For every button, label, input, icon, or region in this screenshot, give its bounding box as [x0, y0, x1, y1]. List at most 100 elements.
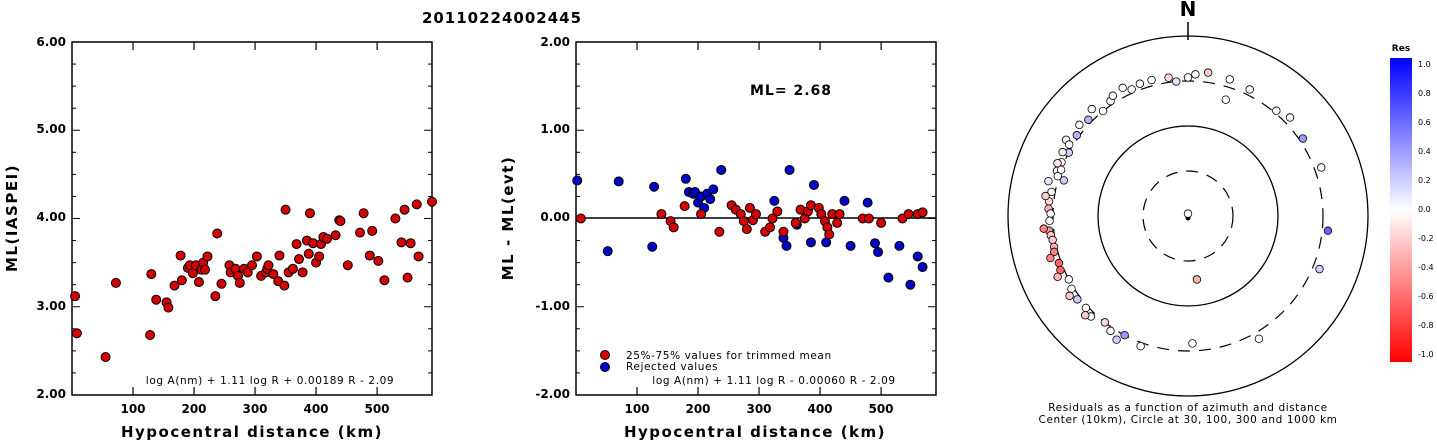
panel2-legend: 25%-75% values for trimmed mean Rejected…	[600, 350, 832, 373]
data-point	[411, 199, 422, 210]
station-point	[1075, 120, 1084, 130]
rejected-point	[613, 176, 624, 187]
data-point	[145, 329, 156, 340]
data-point	[379, 275, 390, 286]
panel2-ytick: 0.00	[540, 210, 570, 224]
data-point	[251, 251, 262, 262]
data-point	[247, 260, 257, 271]
rejected-point	[769, 195, 780, 206]
station-point	[1041, 191, 1050, 201]
data-point	[212, 228, 223, 239]
station-point	[1108, 91, 1118, 100]
station-point	[1127, 85, 1136, 94]
colorbar-tick-label: -0.4	[1418, 263, 1434, 272]
rejected-point	[784, 164, 795, 175]
colorbar-ticks: 1.0 0.8 0.6 0.4 0.2 0.0 -0.2 -0.4 -0.6 -0.8 -1.0	[1418, 60, 1434, 359]
accepted-point	[772, 206, 783, 217]
panel1-y-axis-label: ML(IASPEI)	[3, 164, 21, 272]
data-point	[342, 260, 353, 271]
data-point	[70, 291, 81, 302]
panel1-tick-marks	[72, 41, 432, 396]
data-point	[110, 277, 121, 288]
station-point	[1058, 147, 1067, 157]
data-point	[399, 204, 410, 215]
panel1-xtick: 100	[120, 402, 145, 416]
accepted-point	[903, 209, 914, 220]
station-point	[1315, 264, 1324, 274]
data-point	[280, 204, 291, 215]
station-point	[1106, 326, 1115, 336]
colorbar-tick-label: -1.0	[1418, 350, 1434, 359]
data-point	[291, 239, 302, 250]
station-point	[1192, 275, 1202, 284]
data-point	[293, 254, 304, 265]
data-point	[200, 264, 211, 275]
station-point	[1081, 303, 1091, 313]
rejected-point	[912, 251, 923, 262]
legend-rejected-marker	[600, 362, 610, 372]
panel1-xtick: 200	[181, 402, 206, 416]
panel2-xtick: 200	[685, 402, 710, 416]
map-caption-line1: Residuals as a function of azimuth and d…	[1048, 402, 1328, 414]
data-point	[151, 294, 162, 305]
rejected-point	[572, 175, 583, 186]
panel2-points	[572, 164, 928, 290]
station-point	[1147, 75, 1156, 85]
data-point	[390, 213, 401, 224]
panel1-xtick: 500	[364, 402, 389, 416]
panel2-ytick: 1.00	[540, 122, 570, 136]
station-point	[1323, 226, 1333, 235]
accepted-point	[575, 213, 586, 224]
panel2-xtick: 400	[807, 402, 832, 416]
rejected-point	[894, 240, 905, 251]
accepted-point	[917, 207, 928, 218]
station-point	[1073, 295, 1082, 304]
station-point	[1183, 73, 1193, 82]
panel1-x-ticks: 100 200 300 400 500	[120, 402, 389, 416]
station-point	[1064, 275, 1074, 284]
panel1-xtick: 300	[242, 402, 267, 416]
data-point	[234, 277, 245, 288]
accepted-point	[778, 226, 789, 237]
data-point	[297, 267, 308, 278]
rejected-point	[917, 262, 928, 273]
accepted-point	[741, 224, 752, 235]
accepted-point	[668, 222, 679, 233]
rejected-point	[708, 184, 719, 195]
station-point	[1135, 79, 1145, 88]
panel1-x-axis-label: Hypocentral distance (km)	[121, 423, 383, 441]
station-point	[1100, 318, 1110, 327]
panel1-formula: log A(nm) + 1.11 log R + 0.00189 R - 2.0…	[146, 375, 394, 387]
legend-accepted-label: 25%-75% values for trimmed mean	[626, 350, 832, 362]
panel2-xtick: 500	[868, 402, 893, 416]
panel1-ytick: 3.00	[36, 299, 66, 313]
panel1-frame	[71, 41, 433, 396]
data-point	[427, 196, 437, 207]
station-point	[1245, 85, 1254, 94]
rejected-point	[647, 241, 658, 252]
rejected-point	[883, 272, 894, 283]
station-point	[1298, 134, 1308, 143]
rejected-point	[869, 238, 880, 249]
colorbar: Res 1.0 0.8 0.6 0.4 0.2 0.0 -0.2 -0.4 -0.6 -0.8 -1…	[1390, 44, 1434, 362]
rejected-point	[862, 197, 873, 208]
data-point	[71, 328, 82, 339]
station-point	[1285, 113, 1295, 122]
accepted-point	[751, 209, 761, 220]
accepted-point	[696, 209, 707, 220]
data-point	[355, 227, 365, 238]
data-point	[396, 237, 407, 248]
station-point	[1317, 163, 1326, 172]
station-point	[1225, 75, 1234, 84]
panel2-y-axis-label: ML - ML(evt)	[499, 156, 517, 280]
station-point	[1254, 334, 1264, 344]
ring-30km	[1142, 170, 1234, 262]
station-point	[1183, 209, 1193, 218]
panel1-ytick: 4.00	[36, 210, 66, 224]
data-point	[373, 255, 384, 266]
colorbar-tick-label: 0.2	[1418, 176, 1431, 185]
station-point	[1056, 165, 1066, 175]
accepted-point	[744, 202, 755, 213]
station-point	[1087, 104, 1096, 114]
station-point	[1053, 159, 1062, 168]
